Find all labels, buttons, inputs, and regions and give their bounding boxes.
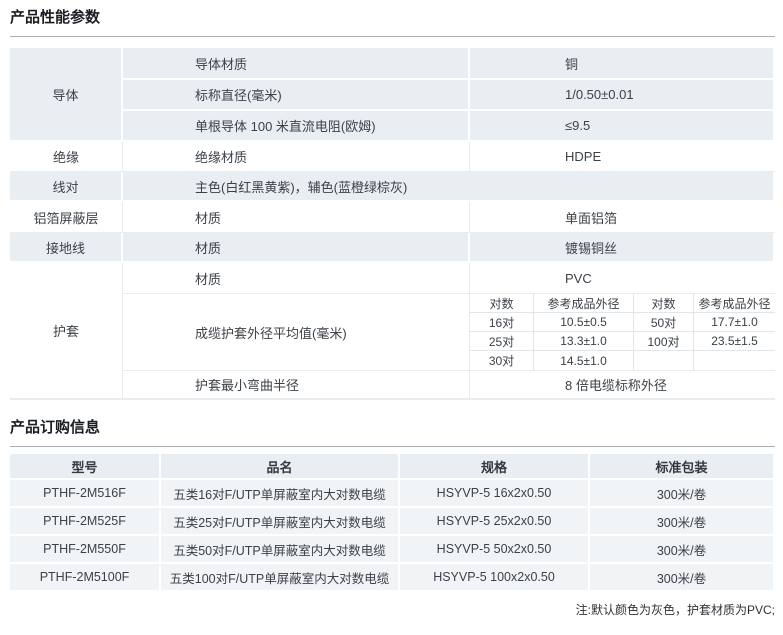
footnote: 注:默认颜色为灰色，护套材质为PVC; xyxy=(575,603,775,617)
ordering-cell-spec: HSYVP-5 50x2x0.50 xyxy=(400,536,590,564)
od-header: 参考成品外径 xyxy=(694,294,775,313)
perf-value: 铜 xyxy=(470,48,775,80)
perf-param: 材质 xyxy=(123,263,470,294)
ordering-header-name: 品名 xyxy=(161,454,400,480)
ordering-cell-name: 五类50对F/UTP单屏蔽室内大对数电缆 xyxy=(161,536,400,564)
perf-param: 材质 xyxy=(123,233,470,263)
perf-group-label-pairs: 线对 xyxy=(10,172,123,202)
od-header: 对数 xyxy=(470,294,534,313)
perf-param: 单根导体 100 米直流电阻(欧姆) xyxy=(123,111,470,142)
ordering-cell-model: PTHF-2M5100F xyxy=(10,564,161,592)
title-divider xyxy=(10,446,775,447)
ordering-table: 型号 品名 规格 标准包装 PTHF-2M516F 五类16对F/UTP单屏蔽室… xyxy=(10,454,775,592)
ordering-header-model: 型号 xyxy=(10,454,161,480)
ordering-cell-packaging: 300米/卷 xyxy=(590,536,775,564)
perf-value: HDPE xyxy=(470,142,775,172)
title-divider xyxy=(10,36,775,37)
performance-table: 导体 导体材质 铜 标称直径(毫米) 1/0.50±0.01 单根导体 100 … xyxy=(10,48,775,400)
perf-param: 绝缘材质 xyxy=(123,142,470,172)
ordering-cell-model: PTHF-2M516F xyxy=(10,480,161,508)
od-diameter: 13.3±1.0 xyxy=(534,332,634,351)
od-diameter: 10.5±0.5 xyxy=(534,313,634,332)
od-diameter xyxy=(694,351,775,370)
perf-group-label-insulation: 绝缘 xyxy=(10,142,123,172)
perf-param: 标称直径(毫米) xyxy=(123,80,470,111)
perf-param: 成缆护套外径平均值(毫米) xyxy=(123,294,470,371)
od-diameter: 17.7±1.0 xyxy=(694,313,775,332)
ordering-cell-name: 五类25对F/UTP单屏蔽室内大对数电缆 xyxy=(161,508,400,536)
perf-value: 1/0.50±0.01 xyxy=(470,80,775,111)
od-diameter: 14.5±1.0 xyxy=(534,351,634,370)
perf-group-label-ground-wire: 接地线 xyxy=(10,233,123,263)
ordering-cell-packaging: 300米/卷 xyxy=(590,508,775,536)
perf-param: 材质 xyxy=(123,202,470,233)
performance-section-title: 产品性能参数 xyxy=(10,9,101,26)
od-pairs: 25对 xyxy=(470,332,534,351)
ordering-cell-packaging: 300米/卷 xyxy=(590,564,775,592)
page: 产品性能参数 导体 导体材质 铜 标称直径(毫米) 1/0.50±0.01 单根… xyxy=(0,9,783,618)
ordering-header-spec: 规格 xyxy=(400,454,590,480)
ordering-cell-packaging: 300米/卷 xyxy=(590,480,775,508)
ordering-header-packaging: 标准包装 xyxy=(590,454,775,480)
perf-value-pairs: 主色(白红黑黄紫)，辅色(蓝橙绿棕灰) xyxy=(123,172,775,202)
ordering-cell-model: PTHF-2M550F xyxy=(10,536,161,564)
od-header: 参考成品外径 xyxy=(534,294,634,313)
od-subtable-cell: 对数 参考成品外径 对数 参考成品外径 16对 10.5±0.5 50对 17.… xyxy=(470,294,775,371)
od-subtable: 对数 参考成品外径 对数 参考成品外径 16对 10.5±0.5 50对 17.… xyxy=(470,294,775,370)
perf-group-label-foil-shield: 铝箔屏蔽层 xyxy=(10,202,123,233)
ordering-cell-spec: HSYVP-5 25x2x0.50 xyxy=(400,508,590,536)
od-pairs: 50对 xyxy=(634,313,694,332)
perf-value: 8 倍电缆标称外径 xyxy=(470,371,775,399)
ordering-cell-model: PTHF-2M525F xyxy=(10,508,161,536)
ordering-cell-spec: HSYVP-5 100x2x0.50 xyxy=(400,564,590,592)
perf-value: 镀锡铜丝 xyxy=(470,233,775,263)
perf-value: PVC xyxy=(470,263,775,294)
ordering-cell-name: 五类100对F/UTP单屏蔽室内大对数电缆 xyxy=(161,564,400,592)
perf-group-label-sheath: 护套 xyxy=(10,263,123,399)
ordering-cell-name: 五类16对F/UTP单屏蔽室内大对数电缆 xyxy=(161,480,400,508)
perf-param: 护套最小弯曲半径 xyxy=(123,371,470,399)
ordering-section-title: 产品订购信息 xyxy=(10,419,101,436)
od-pairs: 16对 xyxy=(470,313,534,332)
od-pairs xyxy=(634,351,694,370)
od-header: 对数 xyxy=(634,294,694,313)
od-pairs: 100对 xyxy=(634,332,694,351)
perf-param: 导体材质 xyxy=(123,48,470,80)
od-diameter: 23.5±1.5 xyxy=(694,332,775,351)
perf-value: ≤9.5 xyxy=(470,111,775,142)
od-pairs: 30对 xyxy=(470,351,534,370)
perf-value: 单面铝箔 xyxy=(470,202,775,233)
ordering-cell-spec: HSYVP-5 16x2x0.50 xyxy=(400,480,590,508)
perf-group-label-conductor: 导体 xyxy=(10,48,123,142)
